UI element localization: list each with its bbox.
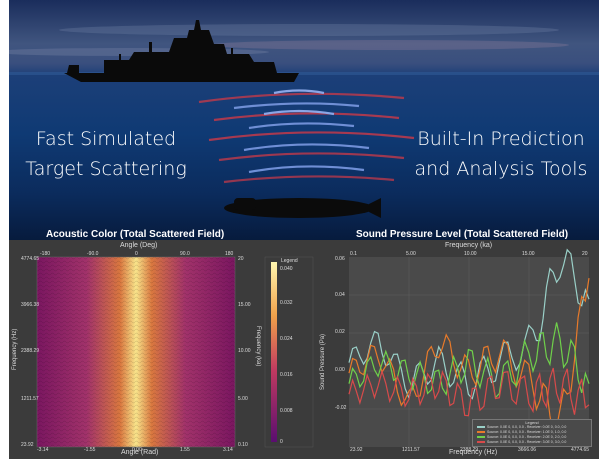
heatmap-right-tick: 0.10 (238, 442, 248, 448)
spl-left-tick: 0.02 (335, 329, 345, 335)
spl-bottom-axis-label: Frequency (Hz) (449, 449, 498, 456)
submarine-silhouette (224, 198, 381, 218)
spl-bottom-tick: 4774.65 (571, 447, 590, 453)
cloud-streaks (9, 24, 569, 56)
heatmap-right-tick: 5.00 (238, 396, 248, 402)
spl-series-line (348, 248, 590, 401)
heatmap-top-axis-label: Angle (Deg) (120, 242, 158, 249)
heatmap-top-tick: -180 (40, 251, 51, 257)
hero-caption-left: Fast Simulated Target Scattering (21, 124, 191, 184)
colorbar-tick: 0 (280, 439, 283, 445)
spl-legend-label: Source: 0.0E 0, 0.0, 0.0 - Receiver: 3.0… (487, 440, 567, 444)
spl-bottom-tick: 2388.29 (460, 447, 479, 453)
spl-top-tick: 10.00 (464, 251, 477, 257)
colorbar-tick: 0.016 (280, 372, 293, 378)
colorbar (271, 262, 277, 442)
heatmap-top-tick: -90.0 (87, 251, 99, 257)
heatmap-left-tick: 3966.38 (21, 302, 40, 308)
heatmap-right-tick: 20 (238, 256, 244, 262)
colorbar-tick: 0.024 (280, 336, 293, 342)
spl-bottom-tick: 1211.57 (402, 447, 420, 453)
sonar-waves (198, 89, 415, 184)
spl-legend-entry: Source: 0.0E 0, 0.0, 0.0 - Receiver: 3.0… (477, 440, 566, 444)
colorbar-tick: 0.040 (280, 266, 293, 272)
colorbar-tick: 0.032 (280, 300, 293, 306)
spl-legend-entry: Source: 0.0E 0, 0.0, 0.0 - Receiver: 2.0… (477, 435, 566, 439)
spl-legend-label: Source: 0.0E 0, 0.0, 0.0 - Receiver: 0.0… (487, 425, 567, 429)
legend-swatch (477, 436, 485, 438)
spl-left-tick: 0.06 (335, 256, 345, 262)
acoustic-color-title: Acoustic Color (Total Scattered Field) (46, 229, 225, 240)
spl-legend-entry: Source: 0.0E 0, 0.0, 0.0 - Receiver: 1.0… (477, 430, 566, 434)
spl-left-tick: -0.02 (335, 405, 347, 411)
colorbar-title: Legend (281, 258, 298, 264)
spl-legend-entry: Source: 0.0E 0, 0.0, 0.0 - Receiver: 0.0… (477, 425, 566, 429)
heatmap-bottom-tick: -1.55 (84, 447, 96, 453)
hero-caption-right-line1: Built-In Prediction (417, 128, 585, 150)
heatmap-left-tick: 23.92 (21, 442, 34, 448)
hero-caption-left-line2: Target Scattering (25, 158, 187, 180)
heatmap-left-axis-label: Frequency (Hz) (12, 328, 18, 370)
heatmap-bottom-axis-label: Angle (Rad) (121, 449, 159, 456)
spl-top-tick: 5.00 (406, 251, 416, 257)
hero-art (9, 20, 599, 218)
hero-caption-right: Built-In Prediction and Analysis Tools (411, 124, 591, 184)
spl-top-tick: 20 (582, 251, 588, 257)
heatmap-bottom-tick: -3.14 (37, 447, 49, 453)
spl-left-tick: 0.00 (335, 367, 345, 373)
heatmap-right-tick: 15.00 (238, 302, 251, 308)
spl-legend-title: Legend (525, 420, 539, 425)
charts-svg (36, 248, 590, 448)
colorbar-tick: 0.008 (280, 408, 293, 414)
heatmap-top-tick: 90.0 (180, 251, 190, 257)
heatmap-top-tick: 0 (135, 251, 138, 257)
legend-swatch (477, 426, 485, 428)
heatmap-left-tick: 2388.29 (21, 348, 40, 354)
heatmap-left-tick: 4774.65 (21, 256, 40, 262)
spl-series-line (348, 322, 590, 399)
heatmap-bottom-tick: 1.55 (180, 447, 190, 453)
heatmap-left-tick: 1211.57 (21, 396, 39, 402)
spl-legend-label: Source: 0.0E 0, 0.0, 0.0 - Receiver: 1.0… (487, 430, 567, 434)
hero-caption-left-line1: Fast Simulated (35, 128, 177, 150)
spl-series-line (348, 367, 590, 417)
heatmap-right-tick: 10.00 (238, 348, 251, 354)
hero-caption-right-line2: and Analysis Tools (414, 158, 588, 180)
spl-left-tick: 0.04 (335, 292, 345, 298)
spl-bottom-tick: 23.92 (350, 447, 363, 453)
heatmap-bottom-tick: 3.14 (223, 447, 233, 453)
hero-illustration: Fast Simulated Target Scattering Built-I… (9, 0, 599, 243)
spl-left-axis-label: Sound Pressure (Pa) (320, 333, 326, 390)
spl-title: Sound Pressure Level (Total Scattered Fi… (356, 229, 569, 240)
spl-legend-label: Source: 0.0E 0, 0.0, 0.0 - Receiver: 2.0… (487, 435, 567, 439)
legend-swatch (477, 431, 485, 433)
spl-top-tick: 15.00 (522, 251, 535, 257)
spl-top-axis-label: Frequency (ka) (445, 242, 493, 249)
spl-legend: Legend Source: 0.0E 0, 0.0, 0.0 - Receiv… (472, 419, 592, 447)
heatmap-right-axis-label: Frequency (ka) (255, 326, 261, 367)
spl-top-tick: 0.1 (350, 251, 357, 257)
heatmap-bottom-tick: 0.00 (132, 447, 142, 453)
spl-bottom-tick: 3666.06 (518, 447, 537, 453)
legend-swatch (477, 441, 485, 443)
warship-silhouette (64, 20, 299, 82)
heatmap-top-tick: 180 (225, 251, 234, 257)
charts-area: Angle (Deg) -180 -90.0 0 90.0 180 Angle … (9, 240, 599, 459)
